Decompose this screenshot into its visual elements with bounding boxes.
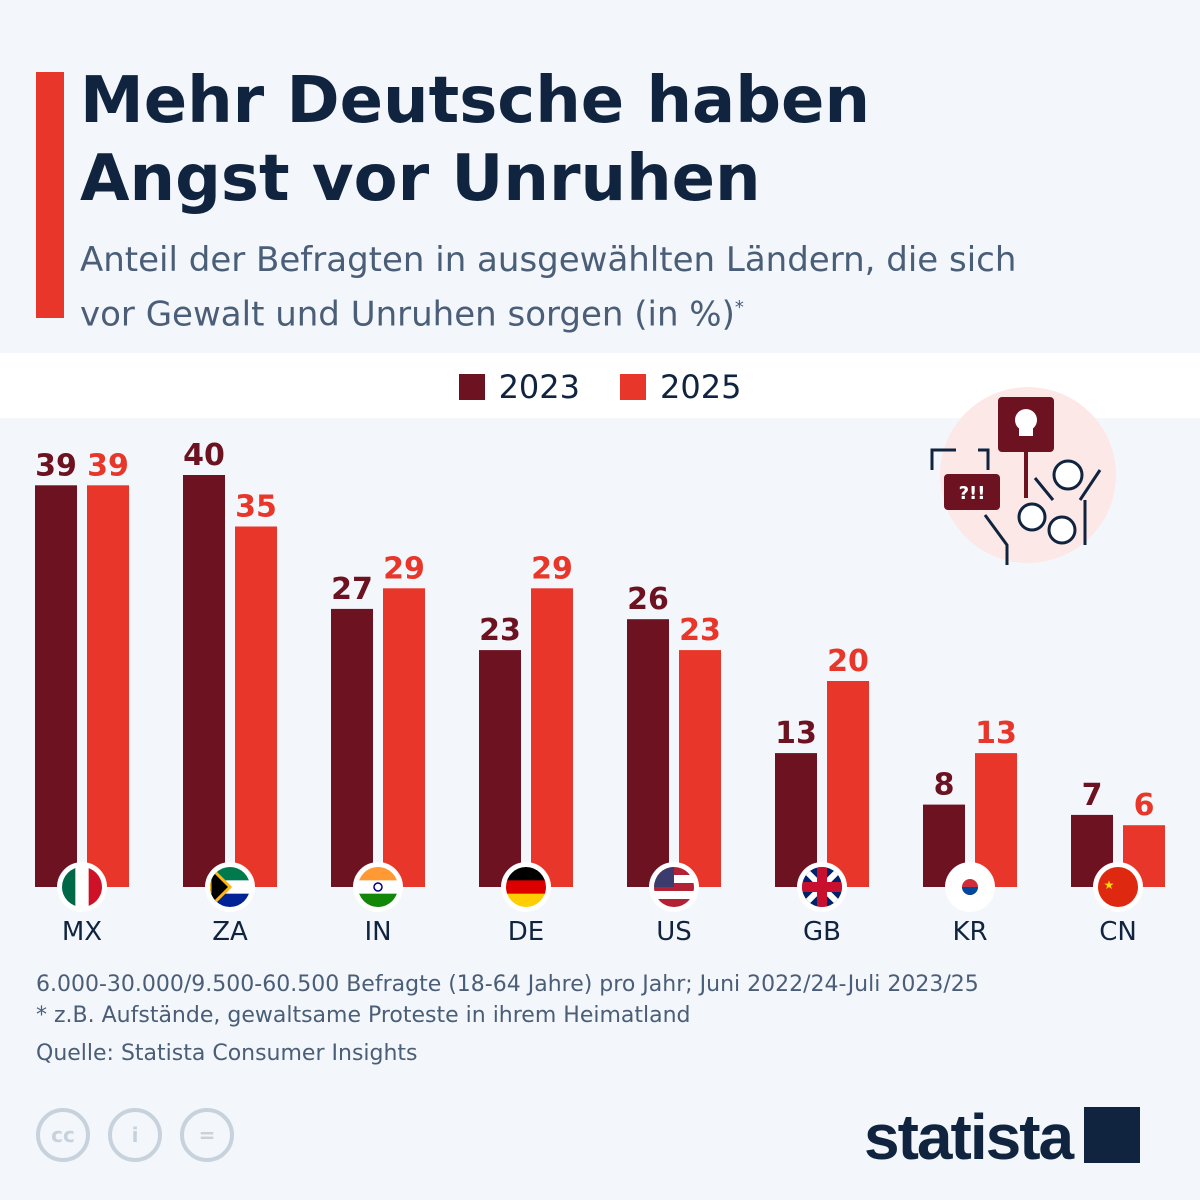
category-label: IN (364, 917, 391, 947)
legend: 2023 2025 (0, 368, 1200, 406)
bar-GB-2023 (775, 753, 817, 887)
accent-bar (36, 72, 64, 318)
logo-text: statista (864, 1101, 1074, 1173)
legend-item-2025: 2025 (620, 368, 741, 406)
category-label: US (656, 917, 692, 947)
category-label: KR (952, 917, 987, 947)
data-label: 29 (531, 551, 573, 586)
bar-ZA-2023 (183, 475, 225, 887)
category-label: CN (1099, 917, 1137, 947)
data-label: 20 (827, 644, 869, 679)
data-label: 13 (775, 716, 817, 751)
sign-text: ?!! (959, 483, 986, 504)
legend-label: 2025 (660, 368, 742, 406)
bar-MX-2023 (35, 485, 77, 887)
data-label: 27 (331, 572, 373, 607)
flag-US-icon (649, 862, 699, 912)
data-label: 29 (383, 551, 425, 586)
bar-DE-2023 (479, 650, 521, 887)
bar-IN-2025 (383, 588, 425, 887)
logo-mark (1084, 1107, 1141, 1163)
bar-US-2025 (679, 650, 721, 887)
cc-icon[interactable]: cc (36, 1108, 90, 1162)
data-label: 39 (35, 448, 77, 483)
footnote-sample: 6.000-30.000/9.500-60.500 Befragte (18-6… (36, 972, 979, 997)
bar-DE-2025 (531, 588, 573, 887)
flag-DE-icon (501, 862, 551, 912)
legend-item-2023: 2023 (458, 368, 580, 406)
flag-KR-icon (945, 862, 995, 912)
data-label: 23 (479, 613, 521, 648)
svg-text:★: ★ (1104, 878, 1115, 892)
bar-US-2023 (627, 619, 669, 887)
category-label: ZA (212, 917, 248, 947)
statista-logo[interactable]: statista (864, 1100, 1141, 1174)
legend-swatch (458, 374, 485, 400)
data-label: 8 (934, 768, 955, 803)
data-label: 26 (627, 582, 669, 617)
flag-ZA-icon (205, 862, 255, 912)
category-label: GB (803, 917, 841, 947)
legend-swatch (620, 374, 646, 400)
bar-MX-2025 (87, 485, 129, 887)
subtitle: Anteil der Befragten in ausgewählten Län… (80, 236, 1080, 338)
subtitle-text: Anteil der Befragten in ausgewählten Län… (80, 240, 1017, 335)
bar-KR-2025 (975, 753, 1017, 887)
category-label: MX (62, 917, 102, 947)
data-label: 23 (679, 613, 721, 648)
source: Quelle: Statista Consumer Insights (36, 1041, 418, 1066)
flag-MX-icon (57, 862, 107, 912)
legend-label: 2023 (498, 368, 580, 406)
flag-GB-icon (797, 862, 847, 912)
footnote-definition: * z.B. Aufstände, gewaltsame Proteste in… (36, 1003, 691, 1028)
bar-GB-2025 (827, 681, 869, 887)
data-label: 7 (1082, 778, 1103, 813)
data-label: 40 (183, 438, 225, 473)
attribution-icon[interactable]: i (108, 1108, 162, 1162)
flag-IN-icon (353, 862, 403, 912)
data-label: 6 (1134, 788, 1155, 823)
footnote-mark: * (734, 297, 744, 318)
flag-CN-icon: ★ (1093, 862, 1143, 912)
no-derivatives-icon[interactable]: = (180, 1108, 234, 1162)
bar-IN-2023 (331, 608, 373, 887)
category-label: DE (508, 917, 544, 947)
protest-illustration: ?!! (930, 387, 1116, 565)
page-title: Mehr Deutsche haben Angst vor Unruhen (80, 64, 870, 216)
bar-ZA-2025 (235, 526, 277, 887)
data-label: 39 (87, 448, 129, 483)
data-label: 13 (975, 716, 1017, 751)
data-label: 35 (235, 490, 277, 525)
